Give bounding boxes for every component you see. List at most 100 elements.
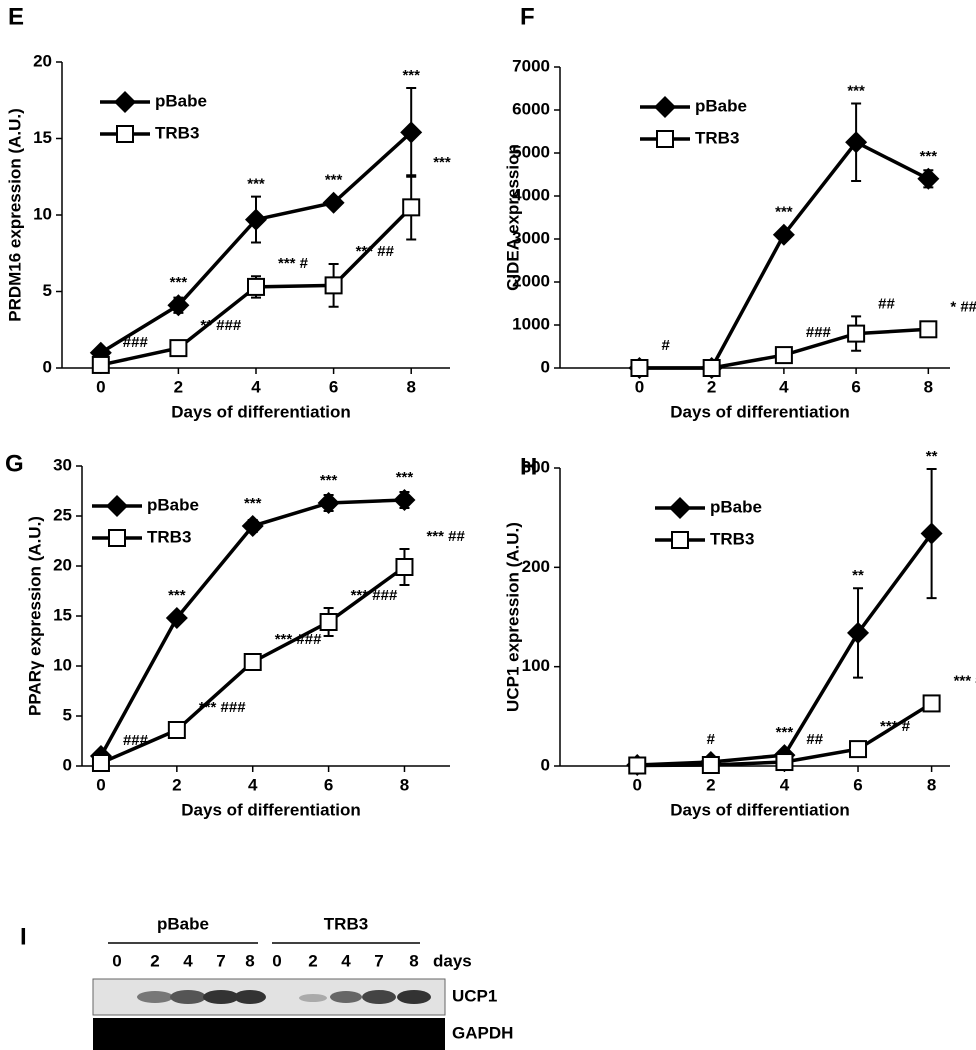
- marker: [169, 339, 188, 358]
- marker: [322, 191, 345, 214]
- x-tick-label: 8: [406, 377, 415, 396]
- annotation: *** #: [880, 718, 911, 735]
- x-tick-label: 0: [96, 377, 105, 396]
- marker: [245, 208, 267, 231]
- row-label: GAPDH: [452, 1023, 513, 1042]
- y-tick-label: 6000: [512, 99, 550, 118]
- panel-letter: I: [20, 923, 27, 950]
- lane-label: 4: [341, 951, 351, 970]
- annotation: ** ###: [200, 317, 242, 334]
- bands: [137, 990, 431, 1004]
- y-tick-label: 0: [43, 357, 52, 376]
- annotation: ***: [396, 469, 414, 486]
- x-tick-label: 4: [248, 775, 258, 794]
- annotation: ***: [920, 148, 938, 165]
- marker: [628, 756, 647, 775]
- marker: [701, 756, 720, 775]
- x-axis-label: Days of differentiation: [171, 402, 350, 421]
- panel-letter: H: [520, 453, 537, 480]
- marker: [395, 558, 414, 576]
- marker: [774, 346, 793, 365]
- y-tick-label: 5000: [512, 142, 550, 161]
- legend-marker: [108, 529, 126, 547]
- y-tick-label: 10: [53, 655, 72, 674]
- annotation: #: [707, 731, 716, 748]
- annotation: ***: [402, 67, 420, 84]
- legend-marker: [114, 91, 136, 113]
- marker: [317, 492, 340, 514]
- group-label: pBabe: [157, 914, 209, 933]
- y-tick-label: 3000: [512, 228, 550, 247]
- unit-label: days: [433, 951, 472, 970]
- y-axis-label: PPARγ expression (A.U.): [25, 516, 44, 716]
- x-tick-label: 6: [329, 377, 338, 396]
- annotation: ***: [325, 172, 343, 189]
- annotation: *** ###: [275, 631, 322, 648]
- annotation: *** ###: [351, 587, 398, 604]
- annotation: *** ###: [199, 699, 246, 716]
- y-tick-label: 15: [53, 605, 72, 624]
- marker: [167, 721, 186, 739]
- y-tick-label: 4000: [512, 185, 550, 204]
- annotation: * ##: [950, 298, 976, 315]
- marker: [241, 515, 264, 537]
- y-tick-label: 300: [522, 457, 550, 476]
- marker: [847, 621, 870, 644]
- annotation: ###: [123, 334, 149, 351]
- y-tick-label: 200: [522, 557, 550, 576]
- marker: [165, 607, 188, 629]
- legend-marker: [669, 497, 691, 519]
- lane-label: 2: [150, 951, 159, 970]
- y-tick-label: 5: [63, 705, 72, 724]
- y-tick-label: 15: [33, 128, 52, 147]
- lane-label: 0: [272, 951, 281, 970]
- lane-label: 8: [409, 951, 418, 970]
- y-tick-label: 7000: [512, 56, 550, 75]
- annotation: ***: [244, 495, 262, 512]
- x-tick-label: 2: [174, 377, 183, 396]
- x-tick-label: 2: [706, 775, 715, 794]
- chart: H 0 100 200 300 0 2 4 6 8 Days of differentiation U…: [503, 448, 976, 820]
- marker: [630, 359, 649, 377]
- x-tick-label: 0: [633, 775, 642, 794]
- marker: [393, 489, 416, 511]
- x-tick-label: 2: [707, 377, 716, 396]
- marker: [402, 198, 421, 217]
- x-tick-label: 8: [924, 377, 933, 396]
- x-tick-label: 4: [779, 377, 789, 396]
- lane-label: 7: [374, 951, 383, 970]
- marker: [920, 522, 943, 545]
- marker: [91, 355, 110, 374]
- x-tick-label: 0: [635, 377, 644, 396]
- x-axis-label: Days of differentiation: [181, 800, 360, 819]
- annotation: *** #: [954, 672, 976, 689]
- lane-label: 7: [216, 951, 225, 970]
- y-tick-label: 100: [522, 656, 550, 675]
- lane-label: 2: [308, 951, 317, 970]
- annotation: #: [661, 337, 670, 354]
- annotation: ***: [168, 587, 186, 604]
- legend-label: pBabe: [710, 497, 762, 516]
- chart: E 0 5 10 15 20 0 2 4 6 8 Days of differentiation PRD…: [5, 3, 450, 421]
- x-tick-label: 8: [400, 775, 409, 794]
- y-tick-label: 25: [53, 505, 72, 524]
- y-tick-label: 30: [53, 455, 72, 474]
- y-tick-label: 5: [43, 281, 52, 300]
- marker: [167, 294, 190, 317]
- y-axis-label: PRDM16 expression (A.U.): [5, 108, 24, 322]
- lane-label: 0: [112, 951, 121, 970]
- marker: [702, 359, 721, 377]
- annotation: ***: [247, 176, 265, 193]
- x-axis-label: Days of differentiation: [670, 800, 849, 819]
- marker: [243, 653, 262, 671]
- annotation: ##: [878, 295, 895, 312]
- lane-label: 4: [183, 951, 193, 970]
- blot-gapdh: [93, 1018, 445, 1050]
- y-axis-label: CIDEA expression: [503, 144, 522, 291]
- marker: [922, 694, 941, 713]
- annotation: ***: [776, 724, 794, 741]
- legend-label: TRB3: [695, 128, 739, 147]
- legend-label: pBabe: [695, 96, 747, 115]
- legend-marker: [116, 125, 134, 143]
